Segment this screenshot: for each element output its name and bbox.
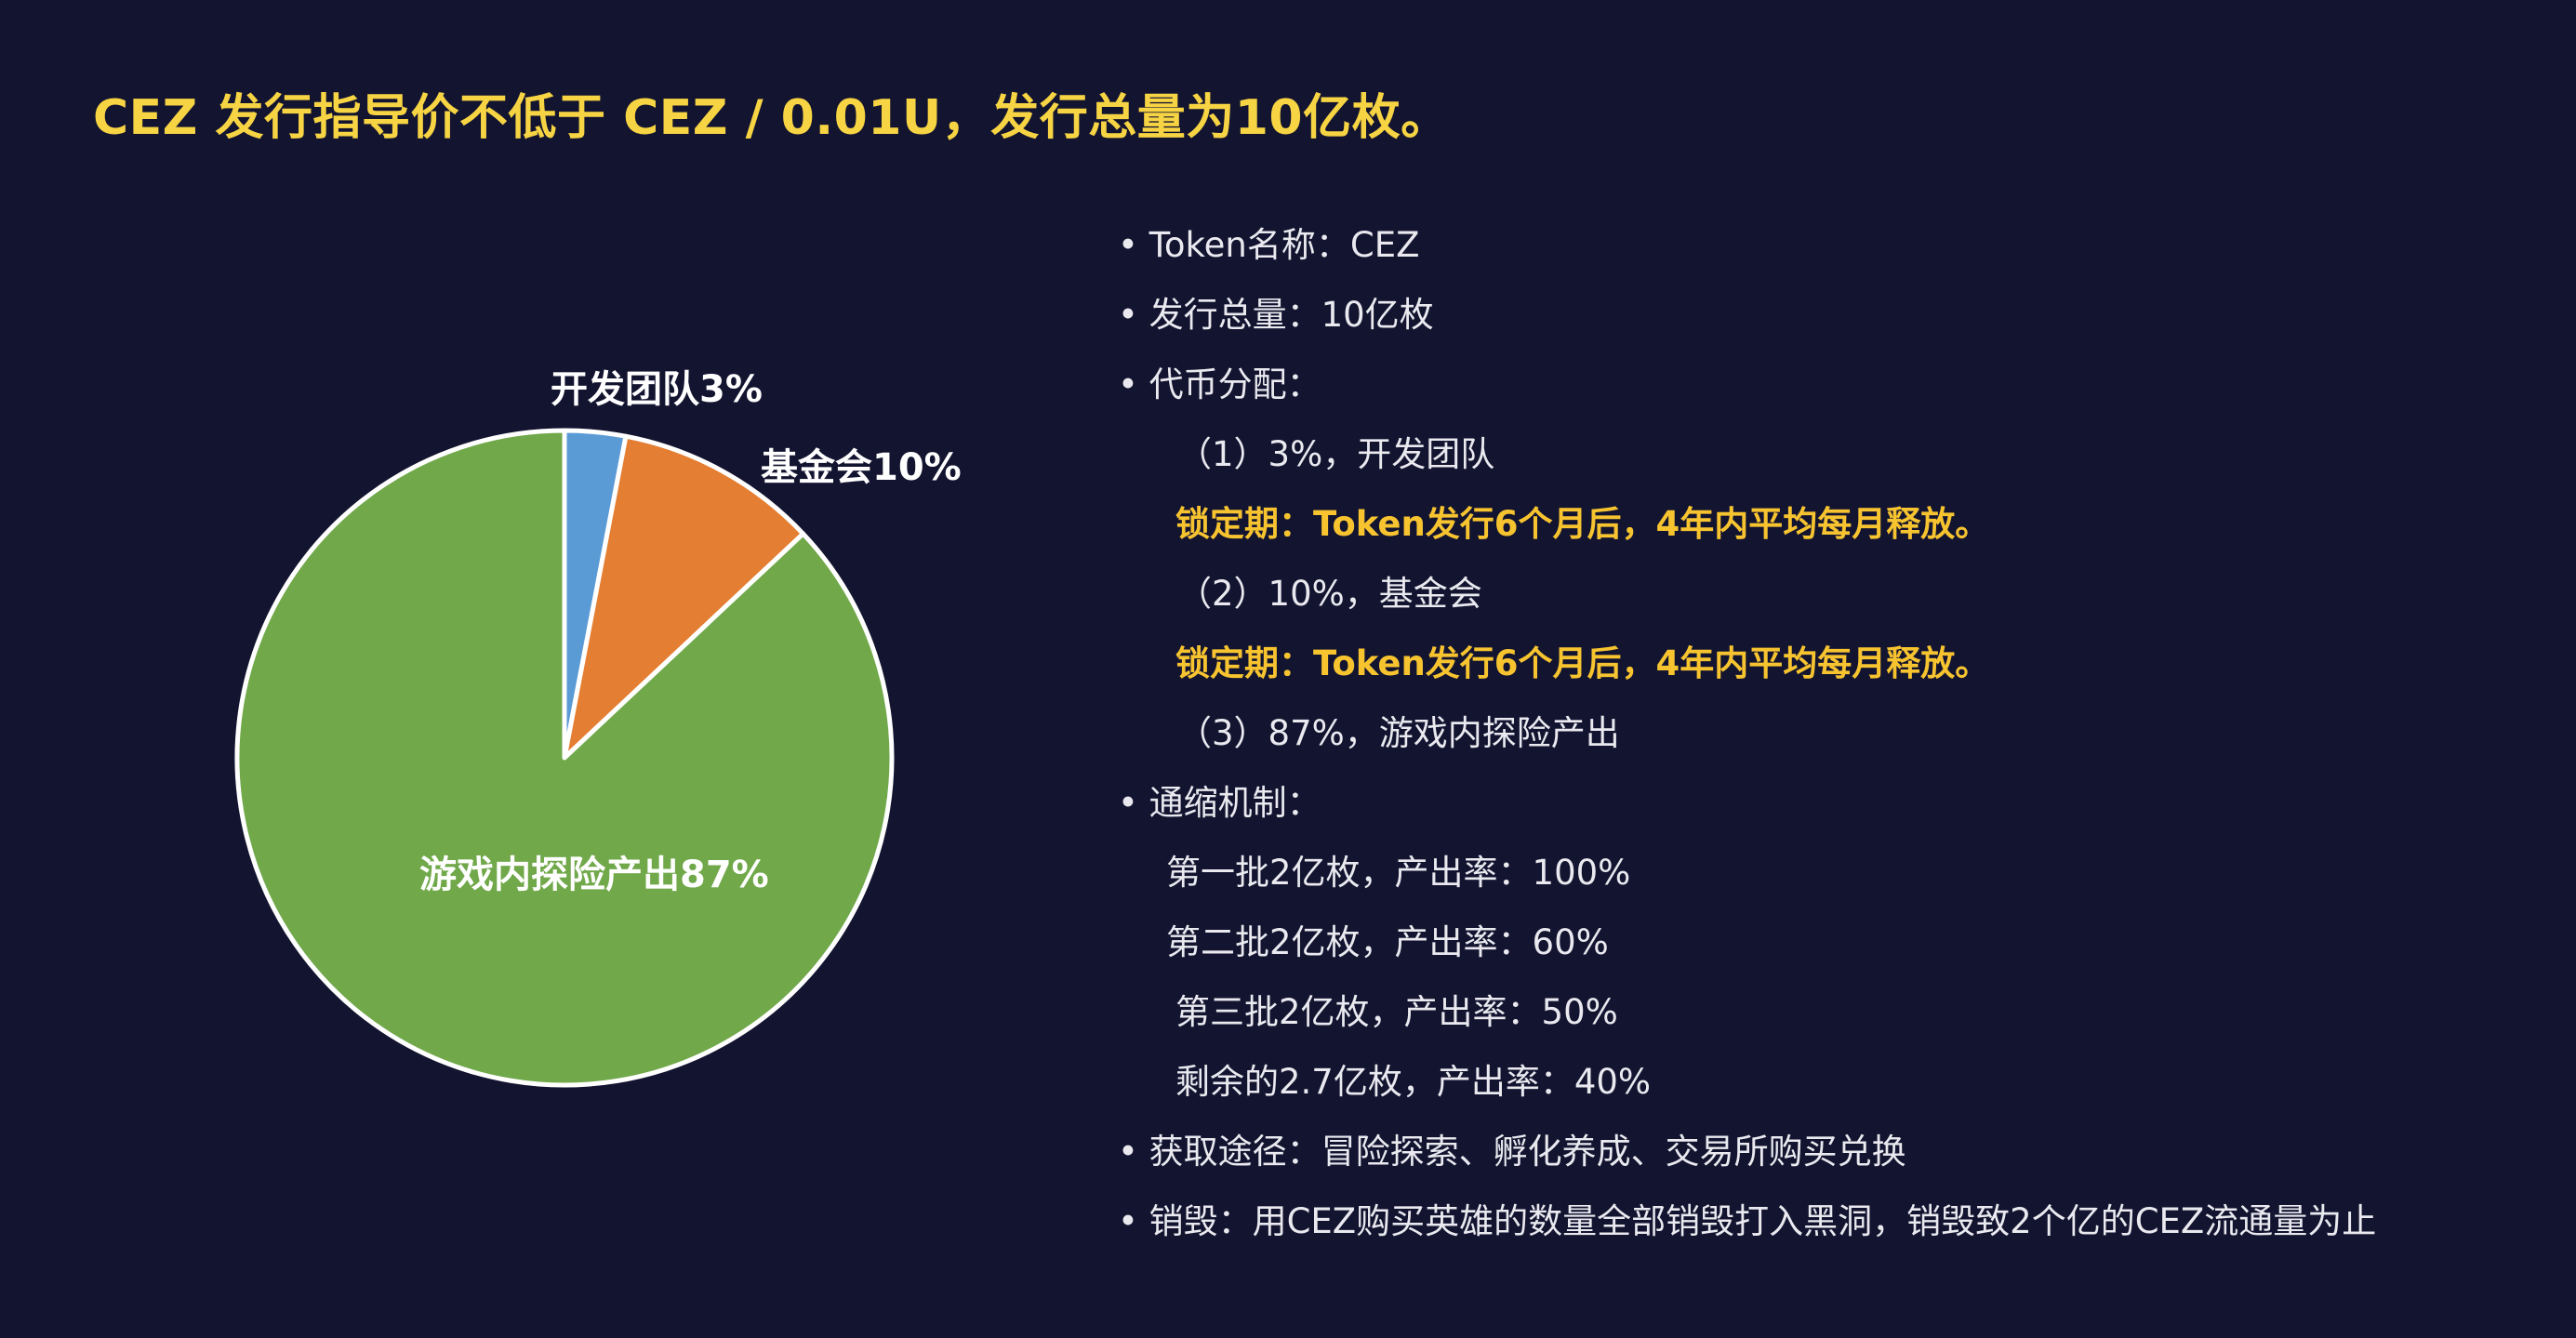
deflation-batch-1: 第一批2亿枚，产出率：100% bbox=[1166, 853, 1631, 893]
token-name: Token名称：CEZ bbox=[1118, 210, 2550, 280]
pie-slice-foundation bbox=[562, 433, 806, 761]
page-title: CEZ 发行指导价不低于 CEZ / 0.01U，发行总量为10亿枚。 bbox=[93, 90, 1450, 146]
distribution-item-3: （3）87%，游戏内探险产出 bbox=[1177, 713, 1620, 753]
slice-label-foundation: 基金会10% bbox=[761, 446, 962, 489]
deflation-title: 通缩机制： bbox=[1118, 768, 2550, 838]
deflation-batch-rest: 剩余的2.7亿枚，产出率：40% bbox=[1175, 1062, 1652, 1102]
token-info-list: Token名称：CEZ 发行总量：10亿枚 代币分配： （1）3%，开发团队 锁… bbox=[1118, 210, 2550, 1256]
distribution-title: 代币分配： bbox=[1118, 350, 2550, 419]
total-supply: 发行总量：10亿枚 bbox=[1118, 280, 2550, 350]
slice-label-team: 开发团队3% bbox=[551, 368, 763, 411]
lock-period-1: 锁定期：Token发行6个月后，4年内平均每月释放。 bbox=[1175, 504, 1990, 544]
deflation-batch-3: 第三批2亿枚，产出率：50% bbox=[1175, 992, 1618, 1032]
pie-chart bbox=[234, 428, 895, 1088]
burn-mechanism: 销毁：用CEZ购买英雄的数量全部销毁打入黑洞，销毁致2个亿的CEZ流通量为止 bbox=[1118, 1186, 2550, 1256]
pie-slice-game bbox=[234, 428, 895, 1088]
lock-period-2: 锁定期：Token发行6个月后，4年内平均每月释放。 bbox=[1175, 643, 1990, 683]
deflation-batch-2: 第二批2亿枚，产出率：60% bbox=[1166, 922, 1609, 962]
acquire-methods: 获取途径：冒险探索、孵化养成、交易所购买兑换 bbox=[1118, 1117, 2550, 1186]
distribution-item-2: （2）10%，基金会 bbox=[1177, 574, 1482, 614]
distribution-item-1: （1）3%，开发团队 bbox=[1177, 434, 1495, 474]
slice-label-game: 游戏内探险产出87% bbox=[419, 854, 769, 896]
